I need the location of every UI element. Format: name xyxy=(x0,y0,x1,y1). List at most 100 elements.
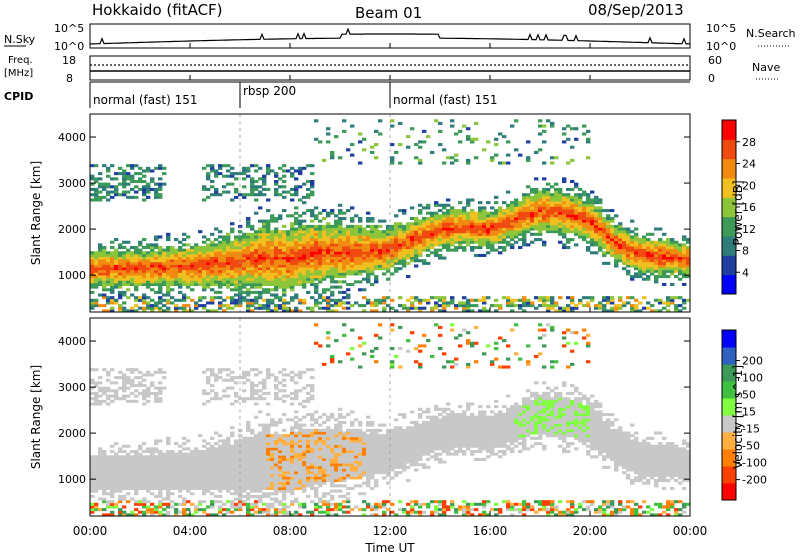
power-cell xyxy=(382,256,387,260)
power-cell xyxy=(522,296,527,300)
power-cell xyxy=(318,246,323,250)
power-cell xyxy=(366,259,371,263)
power-cell xyxy=(682,246,687,250)
power-cell xyxy=(494,137,499,141)
velocity-cell xyxy=(90,463,95,467)
power-cell xyxy=(242,166,247,170)
power-cell xyxy=(522,211,527,215)
velocity-cell xyxy=(234,442,239,446)
power-cell xyxy=(474,240,479,244)
power-cell xyxy=(138,272,143,276)
power-cell xyxy=(238,293,243,297)
power-cell xyxy=(542,209,547,213)
power-cell xyxy=(454,211,459,215)
power-cell xyxy=(178,280,183,284)
power-cell xyxy=(290,251,295,255)
velocity-cell xyxy=(206,368,211,372)
power-cell xyxy=(378,253,383,257)
power-cell xyxy=(398,240,403,244)
power-cell xyxy=(298,298,303,302)
power-cell xyxy=(414,256,419,260)
power-cell xyxy=(578,198,583,202)
power-cell xyxy=(118,261,123,265)
power-cell xyxy=(338,251,343,255)
power-cell xyxy=(94,280,99,284)
power-cell xyxy=(242,193,247,197)
power-cell xyxy=(654,246,659,250)
power-cell xyxy=(446,230,451,234)
power-cell xyxy=(290,235,295,239)
power-cell xyxy=(102,285,107,289)
power-cell xyxy=(462,232,467,236)
velocity-cell xyxy=(130,484,135,488)
power-cell xyxy=(498,246,503,250)
power-cell xyxy=(474,214,479,218)
velocity-cell xyxy=(274,442,279,446)
velocity-cell xyxy=(94,463,99,467)
power-cell xyxy=(282,301,287,305)
velocity-cell xyxy=(106,386,111,390)
power-cell xyxy=(174,269,179,273)
power-cell xyxy=(574,203,579,207)
velocity-cell xyxy=(274,450,279,454)
power-cell xyxy=(258,240,263,244)
power-cell xyxy=(274,304,279,308)
power-cell xyxy=(422,219,427,223)
power-cell xyxy=(330,272,335,276)
power-cell xyxy=(126,182,131,186)
power-cell xyxy=(246,290,251,294)
velocity-cell xyxy=(98,386,103,390)
power-cell xyxy=(106,256,111,260)
power-cell xyxy=(90,298,95,302)
power-cell xyxy=(294,240,299,244)
velocity-cell xyxy=(270,452,275,456)
power-cell xyxy=(474,216,479,220)
power-cell xyxy=(610,219,615,223)
power-cell xyxy=(118,285,123,289)
velocity-cell xyxy=(114,489,119,493)
power-cell xyxy=(602,296,607,300)
power-cell xyxy=(138,240,143,244)
power-cell xyxy=(206,177,211,181)
power-cell xyxy=(98,177,103,181)
power-cell xyxy=(378,224,383,228)
power-cell xyxy=(118,246,123,250)
power-cell xyxy=(242,272,247,276)
velocity-cell xyxy=(126,368,131,372)
power-cell xyxy=(582,227,587,231)
power-cell xyxy=(266,238,271,242)
power-cell xyxy=(606,243,611,247)
power-cell xyxy=(326,304,331,308)
power-cell xyxy=(374,251,379,255)
power-cell xyxy=(310,227,315,231)
power-cell xyxy=(422,140,427,144)
power-cell xyxy=(206,256,211,260)
power-cell xyxy=(178,285,183,289)
power-cell xyxy=(150,306,155,310)
velocity-cell xyxy=(142,468,147,472)
velocity-cell xyxy=(250,450,255,454)
velocity-cell xyxy=(234,468,239,472)
power-cell xyxy=(262,290,267,294)
power-cell xyxy=(338,253,343,257)
power-cell xyxy=(446,198,451,202)
power-cell xyxy=(350,272,355,276)
velocity-cell xyxy=(266,450,271,454)
power-cell xyxy=(390,246,395,250)
power-cell xyxy=(654,264,659,268)
velocity-cell xyxy=(210,486,215,490)
power-cell xyxy=(618,306,623,310)
power-cell xyxy=(574,243,579,247)
velocity-cell xyxy=(222,463,227,467)
power-cell xyxy=(306,227,311,231)
power-cell xyxy=(450,296,455,300)
power-cell xyxy=(394,230,399,234)
power-cell xyxy=(606,248,611,252)
power-cell xyxy=(90,193,95,197)
power-cell xyxy=(106,198,111,202)
power-cell xyxy=(506,209,511,213)
power-cell xyxy=(270,219,275,223)
power-cell xyxy=(638,264,643,268)
power-cell xyxy=(630,240,635,244)
power-cell xyxy=(158,256,163,260)
